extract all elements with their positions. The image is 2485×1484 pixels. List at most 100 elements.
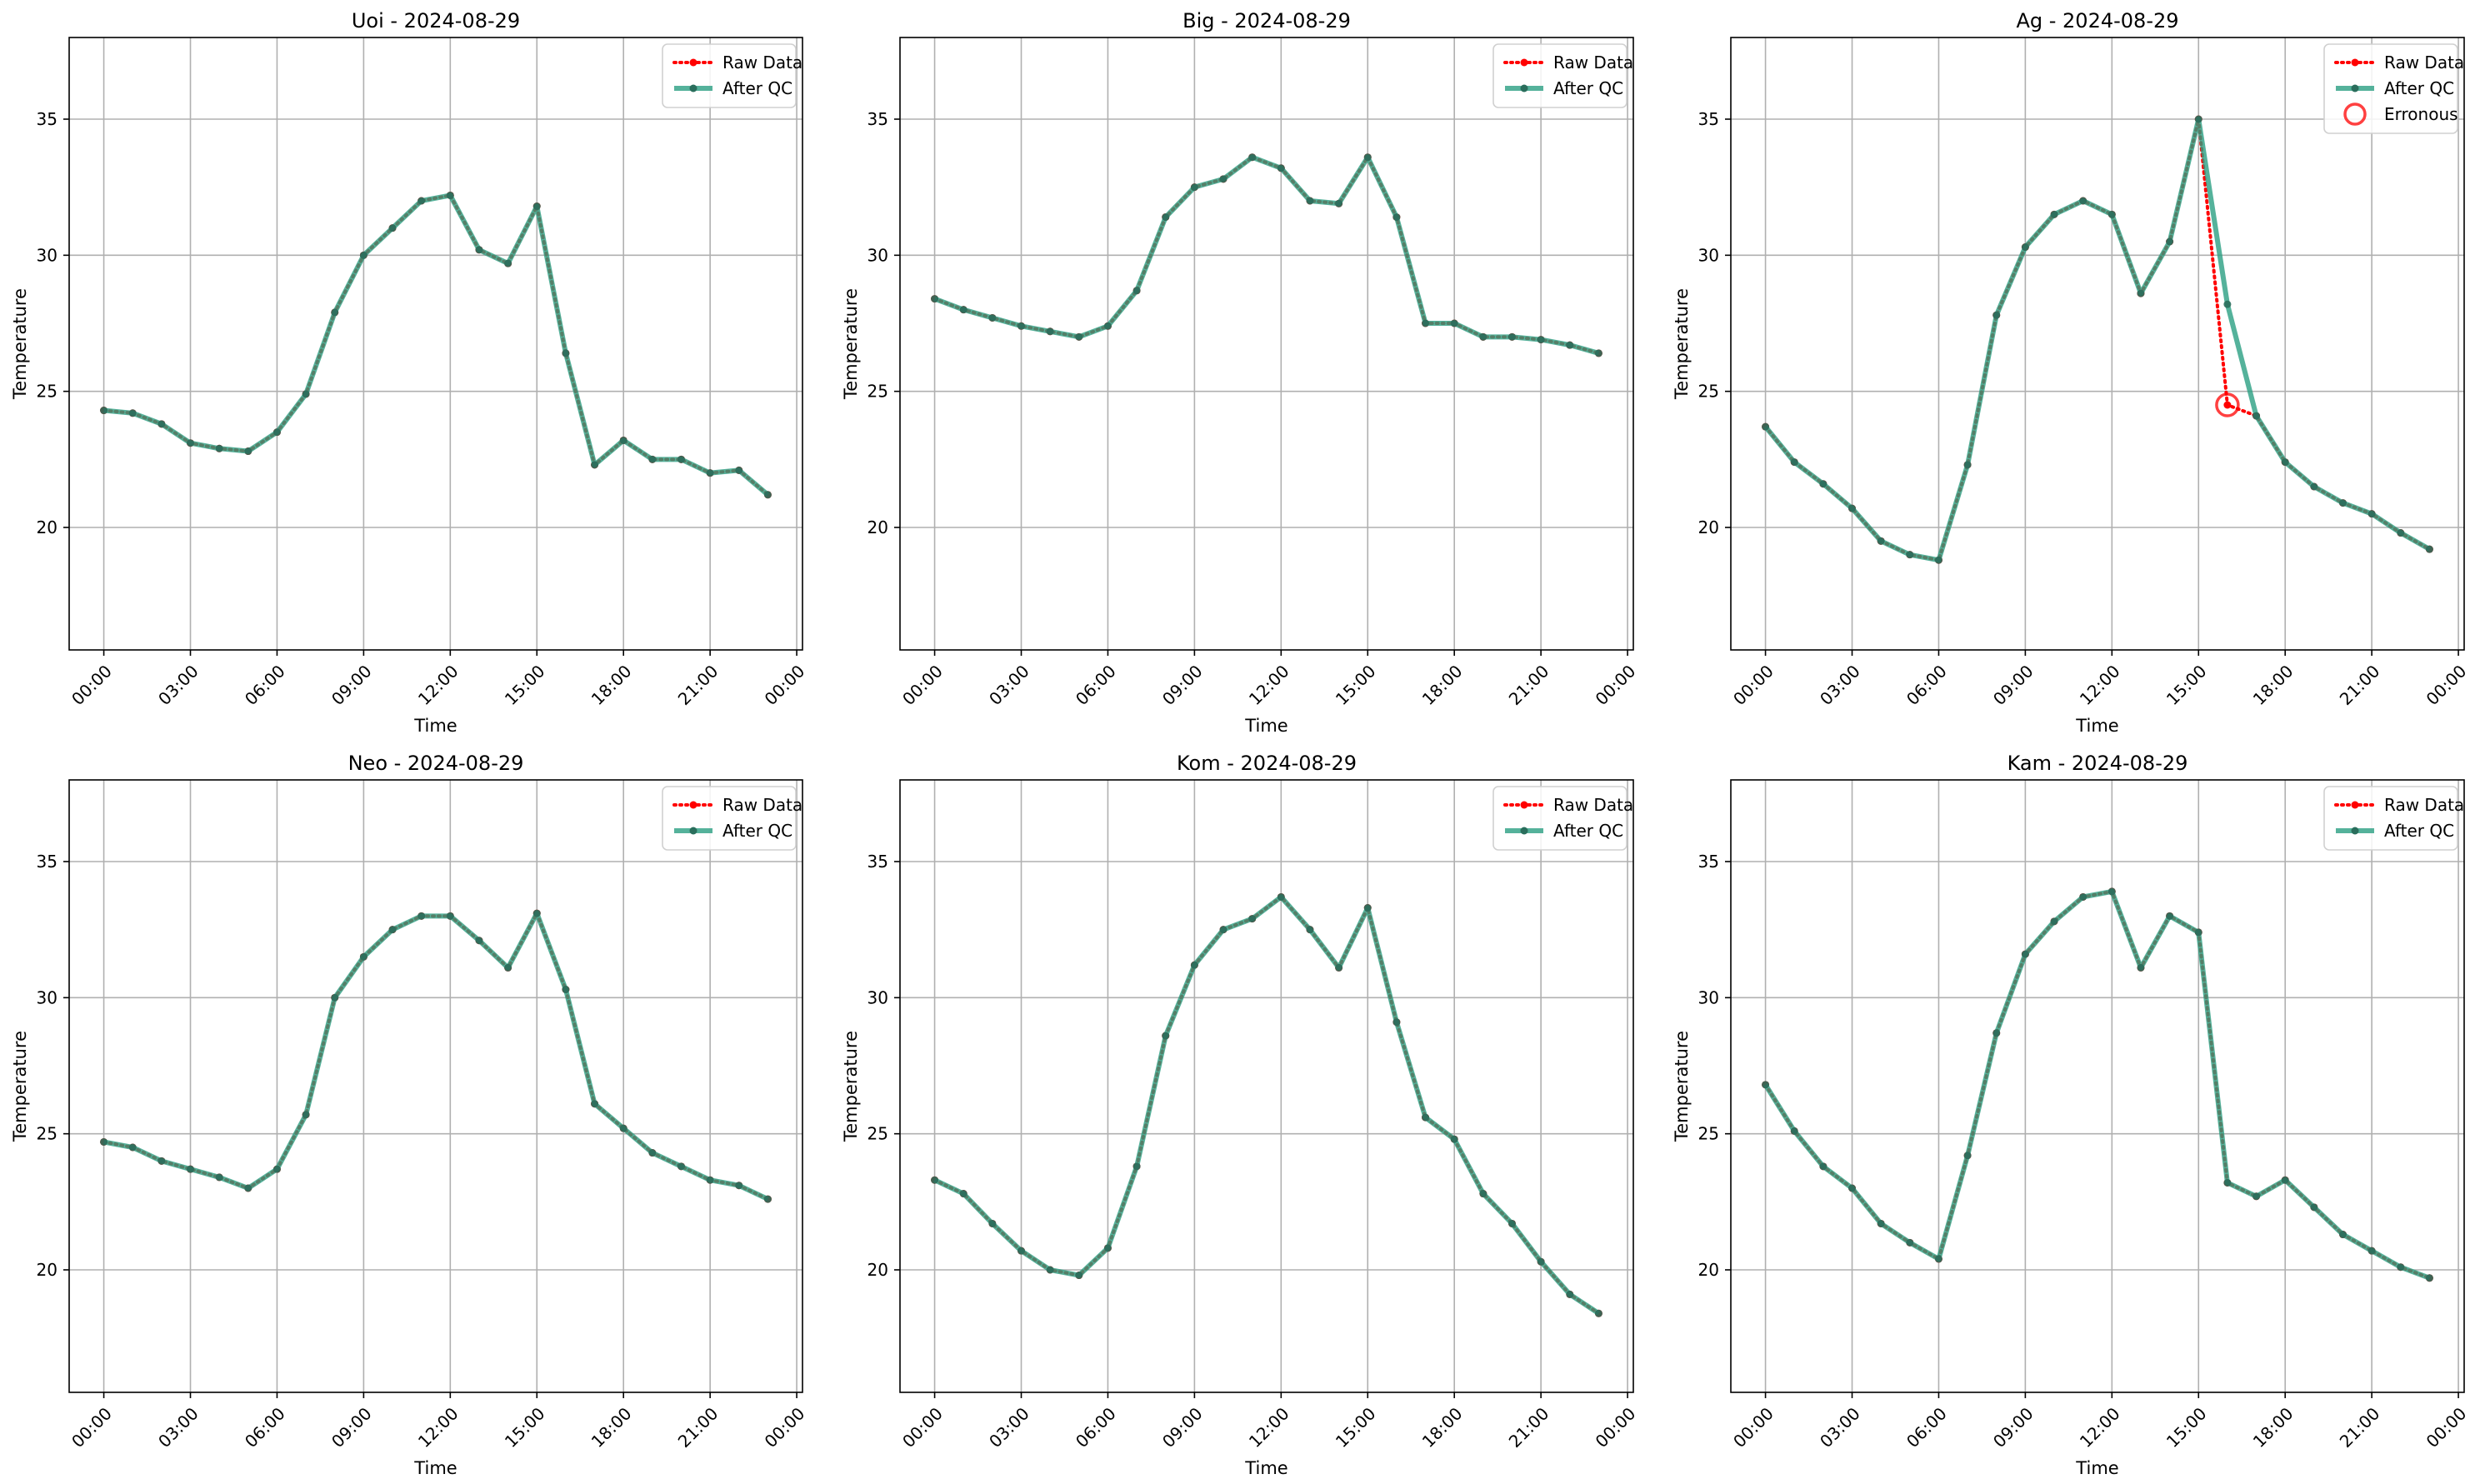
- after-qc-point: [1219, 926, 1228, 934]
- grid: [1731, 780, 2464, 1392]
- after-qc-point: [187, 1165, 195, 1173]
- axes-frame: [1730, 37, 2465, 651]
- y-tick-label: 25: [868, 382, 888, 402]
- x-tick-label: 09:00: [328, 661, 376, 709]
- legend-after-qc-marker: [2351, 827, 2359, 835]
- x-tick-label: 00:00: [2422, 1403, 2471, 1452]
- after-qc-point: [931, 295, 939, 303]
- legend: Raw Data After QC: [662, 786, 802, 851]
- after-qc-point: [1537, 336, 1545, 344]
- y-axis-label: Temperature: [1672, 1031, 1692, 1142]
- x-tick-label: 03:00: [154, 661, 202, 709]
- y-tick-label: 30: [1698, 987, 1719, 1007]
- x-tick-label: 03:00: [1816, 1403, 1864, 1452]
- x-tick-label: 00:00: [761, 1403, 809, 1452]
- legend-after-qc-marker: [689, 84, 698, 92]
- legend-raw-data-marker: [689, 58, 698, 67]
- after-qc-point: [2223, 1178, 2232, 1187]
- legend-label: Raw Data: [1553, 795, 1633, 815]
- after-qc-point: [331, 308, 339, 317]
- x-axis-label: Time: [1244, 1458, 1288, 1478]
- after-qc-point: [2252, 1192, 2261, 1201]
- after-qc-point: [735, 466, 743, 474]
- after-qc-point: [1363, 904, 1372, 912]
- after-qc-point: [446, 191, 454, 199]
- legend-raw-data-marker: [2351, 58, 2359, 67]
- legend-label: After QC: [722, 821, 792, 841]
- after-qc-point: [1277, 164, 1285, 172]
- legend: Raw Data After QC: [1492, 786, 1633, 851]
- x-tick-label: 06:00: [241, 661, 289, 709]
- axes-frame: [68, 37, 803, 651]
- after-qc-point: [1450, 319, 1458, 327]
- x-tick-label: 18:00: [588, 1403, 636, 1452]
- after-qc-point: [2108, 887, 2116, 896]
- after-qc-point: [959, 1190, 968, 1198]
- after-qc-point: [763, 1195, 772, 1203]
- after-qc-point: [1790, 1127, 1798, 1135]
- after-qc-point: [1018, 322, 1026, 330]
- x-tick-label: 06:00: [1902, 661, 1951, 709]
- after-qc-point: [2050, 210, 2058, 218]
- after-qc-point: [1306, 197, 1314, 205]
- after-qc-point: [1508, 1219, 1516, 1227]
- axes-frame: [68, 779, 803, 1393]
- after-qc-point: [1190, 183, 1198, 192]
- grid: [69, 780, 802, 1392]
- after-qc-point: [2194, 115, 2202, 123]
- y-tick-label: 25: [37, 1124, 58, 1144]
- x-tick-label: 18:00: [2249, 1403, 2298, 1452]
- x-tick-label: 00:00: [1729, 1403, 1778, 1452]
- x-tick-label: 00:00: [1592, 661, 1640, 709]
- after-qc-point: [418, 197, 426, 205]
- chart-title: Ag - 2024-08-29: [2016, 9, 2178, 32]
- legend: Raw Data After QC Erronous: [2323, 43, 2464, 134]
- after-qc-point: [1566, 341, 1574, 349]
- after-qc-point: [128, 1143, 137, 1152]
- after-qc-point: [215, 444, 223, 452]
- after-qc-line: [933, 894, 1601, 1316]
- after-qc-point: [1450, 1135, 1458, 1143]
- x-tick-label: 15:00: [501, 661, 549, 709]
- after-qc-point: [158, 1157, 166, 1165]
- after-qc-point: [1963, 461, 1972, 469]
- raw-data-line: [932, 894, 1601, 1316]
- after-qc-point: [475, 937, 483, 945]
- x-tick-label: 03:00: [154, 1403, 202, 1452]
- after-qc-point: [475, 246, 483, 254]
- x-tick-label: 12:00: [2076, 1403, 2124, 1452]
- chart-title: Big - 2024-08-29: [1182, 9, 1351, 32]
- after-qc-point: [532, 202, 541, 211]
- after-qc-point: [100, 1137, 108, 1146]
- after-qc-point: [988, 1219, 997, 1227]
- after-qc-point: [272, 1165, 281, 1173]
- after-qc-point: [1537, 1257, 1545, 1266]
- x-axis-label: Time: [2075, 1458, 2118, 1478]
- after-qc-point: [2194, 928, 2202, 937]
- legend-raw-data-marker: [1520, 801, 1528, 809]
- y-tick-label: 35: [37, 852, 58, 872]
- after-qc-point: [2368, 1247, 2376, 1255]
- after-qc-point: [1479, 332, 1488, 341]
- y-tick-label: 25: [37, 382, 58, 402]
- x-tick-label: 06:00: [1072, 1403, 1120, 1452]
- after-qc-point: [1963, 1152, 1972, 1160]
- axes-frame: [1730, 779, 2465, 1393]
- x-tick-label: 00:00: [761, 661, 809, 709]
- x-tick-label: 21:00: [1505, 1403, 1553, 1452]
- after-qc-point: [418, 912, 426, 920]
- after-qc-point: [706, 1176, 714, 1184]
- subplot-4: Neo - 2024-08-29 00:00 03:00 06:00 09:00 12:0…: [10, 752, 808, 1478]
- y-axis-label: Temperature: [841, 288, 861, 400]
- legend-erronous-marker: [2343, 102, 2367, 126]
- after-qc-point: [2425, 545, 2433, 553]
- after-qc-point: [562, 986, 570, 994]
- after-qc-point: [2338, 1231, 2347, 1239]
- chart-title: Uoi - 2024-08-29: [352, 9, 520, 32]
- after-qc-point: [1594, 1309, 1602, 1317]
- after-qc-point: [215, 1173, 223, 1182]
- after-qc-point: [2368, 510, 2376, 518]
- x-tick-label: 00:00: [1729, 661, 1778, 709]
- grid: [1731, 37, 2464, 650]
- after-qc-point: [1392, 1018, 1401, 1027]
